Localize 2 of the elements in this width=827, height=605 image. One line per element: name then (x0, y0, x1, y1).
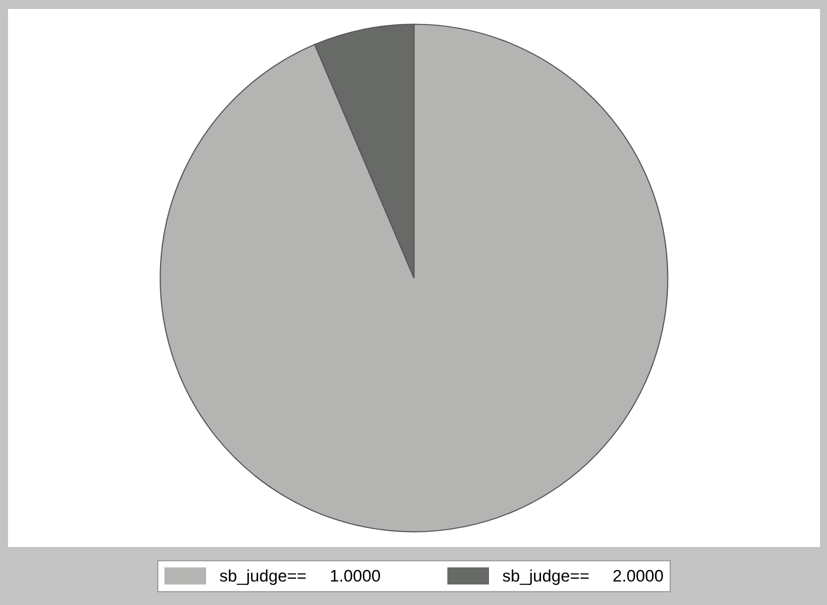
legend-label: sb_judge== 1.0000 (220, 569, 380, 585)
legend-label: sb_judge== 2.0000 (502, 569, 663, 585)
